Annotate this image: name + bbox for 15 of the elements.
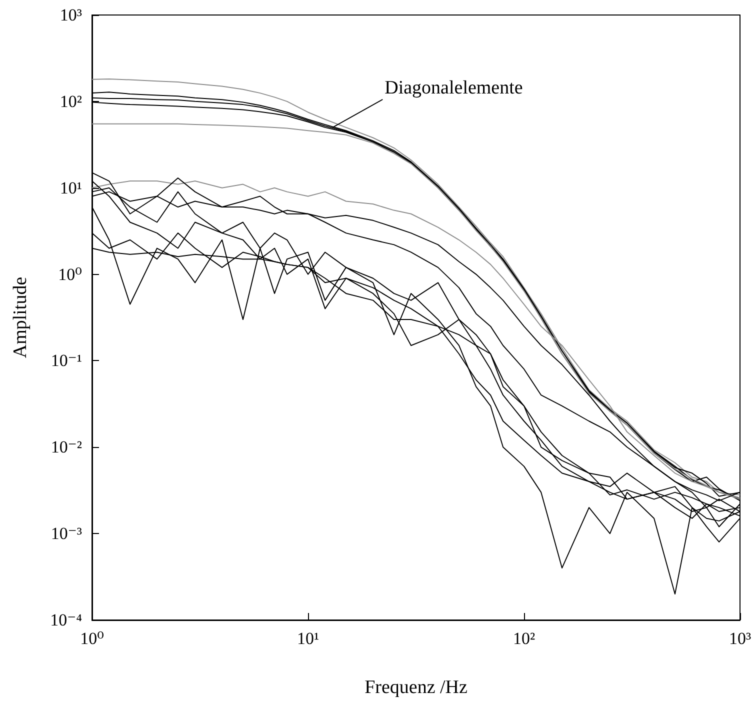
y-tick-label: 10⁻¹ — [50, 351, 82, 370]
y-tick-label: 10³ — [60, 6, 82, 24]
annotation: Diagonalelemente — [384, 77, 523, 98]
y-axis-title: Amplitude — [10, 276, 31, 358]
y-tick-label: 10¹ — [60, 178, 82, 198]
y-tick-label: 10⁻³ — [50, 524, 82, 544]
y-tick-label: 10⁻² — [50, 438, 82, 457]
x-axis-title: Frequenz /Hz — [364, 677, 468, 698]
x-tick-label: 10³ — [728, 629, 752, 648]
y-tick-label: 10⁰ — [58, 264, 82, 284]
x-tick-label: 10⁰ — [80, 629, 104, 648]
x-tick-label: 10² — [512, 629, 536, 648]
x-tick-label: 10¹ — [296, 629, 320, 648]
y-tick-label: 10² — [60, 92, 82, 111]
y-tick-label: 10⁻⁴ — [50, 610, 82, 630]
